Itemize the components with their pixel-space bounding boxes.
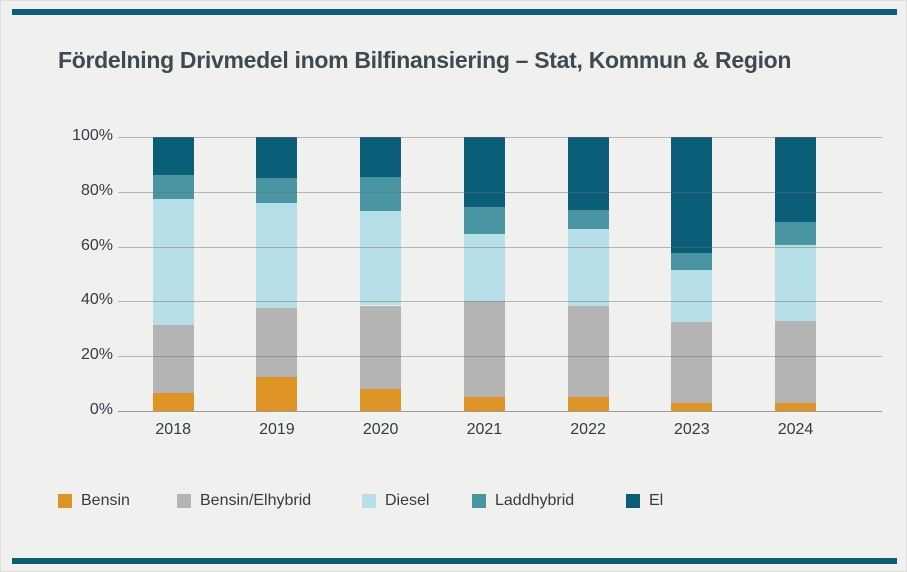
bar-segment-bensin-2019 <box>256 376 298 411</box>
legend-label: Diesel <box>385 492 430 509</box>
legend-item-el: El <box>626 492 663 510</box>
bar-segment-bensin-2018 <box>152 393 194 411</box>
x-axis-label-2019: 2019 <box>259 421 295 438</box>
bar-segment-diesel-2023 <box>671 269 713 322</box>
bar-segment-el-2018 <box>152 137 194 176</box>
bar-segment-el-2022 <box>567 137 609 210</box>
gridline <box>118 246 882 248</box>
x-axis-label-2018: 2018 <box>155 421 191 438</box>
gridline <box>118 301 882 303</box>
bar-segment-laddhybrid-2024 <box>775 221 817 246</box>
gridline <box>118 191 882 193</box>
top-accent-bar <box>12 9 897 15</box>
legend-swatch-diesel <box>362 494 376 508</box>
y-axis-tick-label: 60% <box>80 236 113 254</box>
legend-item-bensin-elhybrid: Bensin/Elhybrid <box>177 492 311 510</box>
bar-segment-laddhybrid-2020 <box>360 176 402 211</box>
bar-segment-diesel-2022 <box>567 228 609 306</box>
bar-segment-diesel-2018 <box>152 198 194 325</box>
bar-segment-bensin-2020 <box>360 389 402 411</box>
legend-label: Bensin/Elhybrid <box>200 492 312 509</box>
legend-swatch-bensin <box>58 494 72 508</box>
legend-item-diesel: Diesel <box>362 492 429 510</box>
bar-segment-bensin-2021 <box>463 397 505 411</box>
bar-segment-diesel-2019 <box>256 202 298 309</box>
gridline <box>118 356 882 358</box>
legend-label: El <box>649 492 664 509</box>
legend-swatch-el <box>626 494 640 508</box>
bar-segment-el-2024 <box>775 137 817 222</box>
bar-segment-bensin-elhybrid-2018 <box>152 324 194 394</box>
bar-segment-laddhybrid-2022 <box>567 209 609 229</box>
legend-item-bensin: Bensin <box>58 492 130 510</box>
bar-segment-laddhybrid-2023 <box>671 253 713 270</box>
x-axis-label-2020: 2020 <box>362 421 399 438</box>
bar-segment-laddhybrid-2019 <box>256 178 298 203</box>
y-axis-tick-label: 80% <box>80 181 113 199</box>
bar-segment-bensin-elhybrid-2023 <box>671 321 713 403</box>
y-axis-tick-label: 100% <box>72 127 113 144</box>
bar-segment-laddhybrid-2018 <box>152 175 194 199</box>
x-axis-label-2024: 2024 <box>777 421 814 438</box>
y-axis-tick-label: 40% <box>80 291 113 309</box>
x-axis-label-2021: 2021 <box>466 421 503 438</box>
bar-segment-el-2020 <box>360 137 402 177</box>
legend-swatch-bensin-elhybrid <box>177 494 191 508</box>
y-axis-tick-label: 20% <box>80 346 113 364</box>
x-axis-label-2023: 2023 <box>674 421 710 438</box>
bar-segment-el-2021 <box>463 137 505 207</box>
x-axis-label-2022: 2022 <box>570 421 606 438</box>
y-axis-tick-label: 0% <box>89 401 113 418</box>
bar-segment-diesel-2021 <box>463 234 505 302</box>
legend-swatch-laddhybrid <box>472 494 486 508</box>
bar-segment-bensin-elhybrid-2024 <box>775 320 817 403</box>
bar-segment-diesel-2020 <box>360 210 402 306</box>
bottom-accent-bar <box>12 558 897 564</box>
legend-label: Bensin <box>81 492 130 509</box>
bar-segment-laddhybrid-2021 <box>463 206 505 235</box>
bar-segment-el-2019 <box>256 137 298 179</box>
legend-label: Laddhybrid <box>495 492 575 509</box>
bar-segment-bensin-elhybrid-2022 <box>567 305 609 398</box>
gridline <box>118 137 882 138</box>
bar-segment-bensin-elhybrid-2021 <box>463 301 505 398</box>
bar-segment-diesel-2024 <box>775 245 817 321</box>
bar-segment-bensin-2022 <box>567 397 609 411</box>
bar-segment-bensin-elhybrid-2020 <box>360 305 402 390</box>
chart-title: Fördelning Drivmedel inom Bilfinansierin… <box>58 47 792 73</box>
bar-segment-el-2023 <box>671 137 713 254</box>
legend-item-laddhybrid: Laddhybrid <box>472 492 574 510</box>
bar-segment-bensin-elhybrid-2019 <box>256 308 298 377</box>
x-axis-line <box>118 411 882 412</box>
bar-segment-bensin-2024 <box>775 402 817 411</box>
bar-segment-bensin-2023 <box>671 402 713 411</box>
